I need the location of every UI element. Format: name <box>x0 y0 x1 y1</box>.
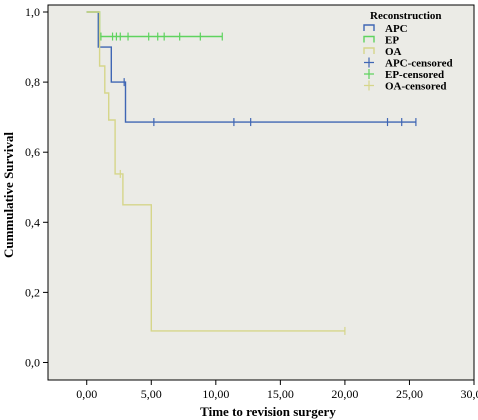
series-apc-line <box>86 11 416 123</box>
x-tick-label: 0,00 <box>76 387 97 401</box>
legend-label: APC <box>385 23 408 35</box>
legend-swatch-line <box>363 35 375 43</box>
y-tick-label: 0,4 <box>25 215 40 229</box>
x-tick-label: 5,00 <box>141 387 162 401</box>
plot-area <box>47 4 475 381</box>
legend-swatch-censored <box>364 57 374 68</box>
legend-swatch-censored <box>364 80 374 91</box>
x-tick-label: 15,00 <box>267 387 294 401</box>
legend-label: OA-censored <box>385 81 447 93</box>
legend-label: EP <box>385 35 399 47</box>
legend-swatch-line <box>363 24 375 31</box>
legend-swatch-censored <box>364 69 374 79</box>
legend-title: Reconstruction <box>370 10 442 22</box>
x-tick-label: 30,00 <box>461 387 478 401</box>
legend-label: OA <box>385 46 402 58</box>
legend-swatch-line <box>363 47 375 54</box>
x-tick-label: 10,00 <box>202 387 229 401</box>
x-tick-label: 20,00 <box>331 387 358 401</box>
series-oa-line <box>86 11 345 332</box>
x-axis-label: Time to revision surgery <box>200 404 336 419</box>
y-tick-label: 0,8 <box>25 75 40 89</box>
y-tick-label: 0,0 <box>25 355 40 369</box>
legend-label: APC-censored <box>385 58 453 70</box>
y-axis-label: Cummulative Survival <box>1 132 16 258</box>
y-tick-label: 0,6 <box>25 145 40 159</box>
x-tick-label: 25,00 <box>396 387 423 401</box>
legend-label: EP-censored <box>385 69 444 81</box>
y-tick-label: 1,0 <box>25 5 40 19</box>
legend: Reconstruction APCEPOAAPC-censoredEP-cen… <box>363 10 453 93</box>
y-tick-label: 0,2 <box>25 285 40 299</box>
